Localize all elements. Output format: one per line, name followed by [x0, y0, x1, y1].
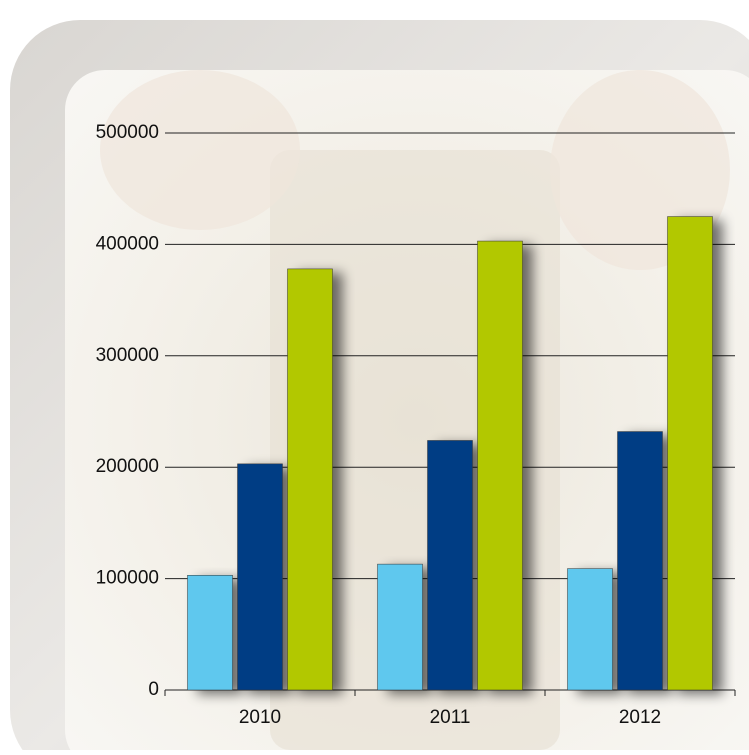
bar [237, 463, 283, 691]
bar [377, 563, 423, 691]
bar [427, 440, 473, 691]
bar [287, 268, 333, 691]
y-tick-label: 500000 [96, 122, 159, 143]
bar [567, 568, 613, 691]
bar [477, 240, 523, 691]
bar [187, 575, 233, 691]
y-tick-label: 300000 [96, 345, 159, 366]
y-tick-label: 200000 [96, 456, 159, 477]
finger [100, 70, 300, 230]
y-tick-label: 100000 [96, 568, 159, 589]
x-tick-label: 2012 [619, 707, 661, 728]
x-tick-label: 2010 [239, 707, 281, 728]
bar [667, 216, 713, 691]
x-tick-label: 2011 [430, 707, 471, 728]
bar [617, 431, 663, 691]
y-tick-label: 400000 [96, 233, 159, 254]
y-tick-label: 0 [148, 679, 159, 700]
